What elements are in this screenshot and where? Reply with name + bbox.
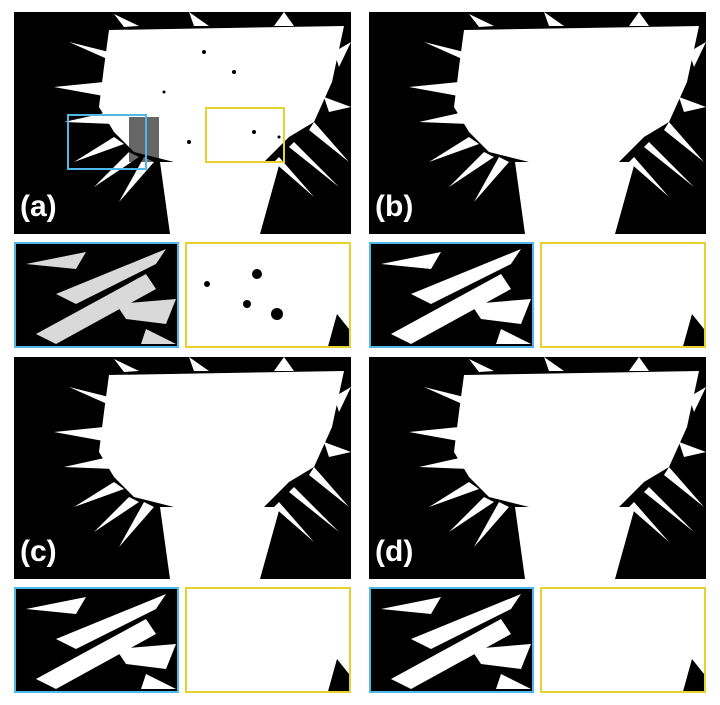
zoom-crop-blue (369, 587, 534, 693)
zoom-crop-blue (14, 242, 179, 348)
matte-image: (b) (369, 12, 706, 234)
zoom-crop-blue (14, 587, 179, 693)
panel-a: (a) (14, 12, 351, 348)
matte-image: (a) (14, 12, 351, 234)
panel-c: (c) (14, 357, 351, 693)
panel-b: (b) (369, 12, 706, 348)
zoom-crop-yellow (540, 587, 706, 693)
panel-label: (b) (375, 190, 414, 223)
yellow-crop-box (205, 107, 285, 163)
matte-image: (c) (14, 357, 351, 579)
panel-label: (d) (375, 535, 414, 568)
zoom-crop-yellow (185, 587, 351, 693)
zoom-crop-yellow (185, 242, 351, 348)
matte-image: (d) (369, 357, 706, 579)
panel-label: (a) (20, 190, 57, 223)
panel-label: (c) (20, 535, 57, 568)
panel-d: (d) (369, 357, 706, 693)
blue-crop-box (67, 114, 147, 170)
zoom-crop-blue (369, 242, 534, 348)
zoom-crop-yellow (540, 242, 706, 348)
